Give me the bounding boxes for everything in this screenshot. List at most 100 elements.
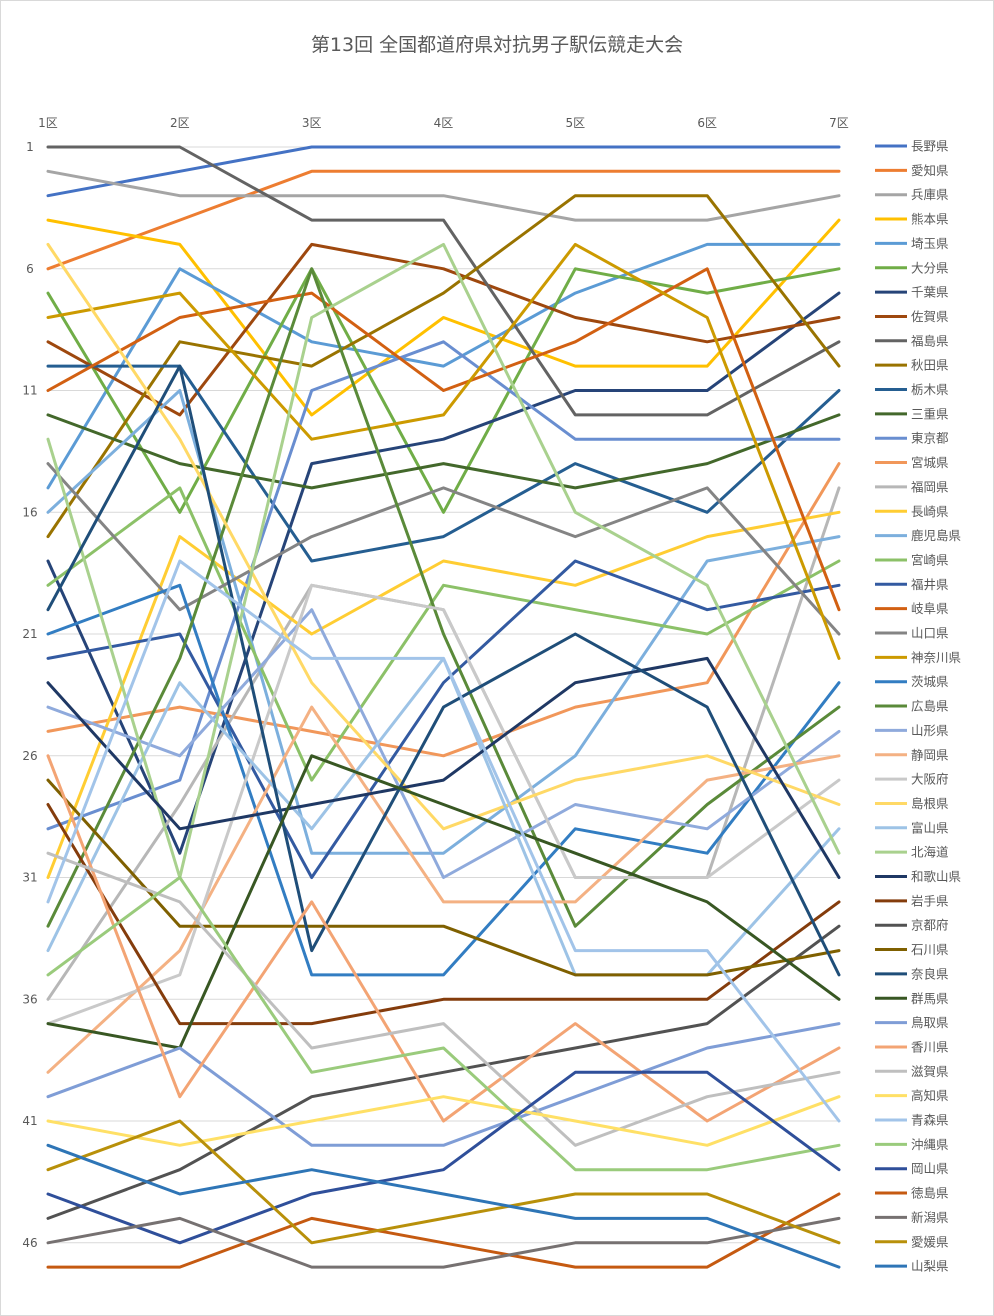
y-tick-label: 1 (26, 140, 34, 154)
series-line-38 (46, 754, 841, 1123)
chart-title: 第13回 全国都道府県対抗男子駅伝競走大会 (311, 34, 683, 56)
legend-item: 高知県 (875, 1088, 949, 1103)
legend-item: 神奈川県 (875, 650, 961, 665)
legend-item: 岡山県 (875, 1161, 949, 1176)
legend-label: 愛知県 (911, 163, 949, 178)
legend-label: 群馬県 (911, 991, 949, 1006)
legend-item: 奈良県 (875, 966, 949, 981)
series-line-8 (46, 242, 841, 417)
series-line-16 (46, 510, 841, 879)
series-line-34 (46, 778, 841, 977)
legend-label: 東京都 (911, 431, 949, 446)
y-tick-label: 31 (22, 871, 37, 885)
legend-item: 山梨県 (875, 1259, 949, 1274)
legend-item: 山口県 (875, 626, 949, 641)
legend-item: 長崎県 (875, 504, 949, 519)
legend-label: 秋田県 (911, 358, 949, 373)
series-lines (46, 145, 841, 1269)
series-line-35 (46, 364, 841, 977)
legend-item: 東京都 (875, 431, 949, 446)
legend-label: 山形県 (911, 723, 949, 738)
legend-label: 愛媛県 (911, 1234, 949, 1249)
x-tick-label: 6区 (697, 116, 717, 130)
legend-item: 石川県 (875, 942, 949, 957)
legend-item: 鹿児島県 (875, 528, 961, 543)
legend-label: 山口県 (911, 626, 949, 641)
series-line-4 (46, 218, 841, 417)
legend-label: 大阪府 (911, 772, 949, 787)
legend-item: 和歌山県 (875, 869, 961, 884)
legend-label: 奈良県 (911, 966, 949, 981)
legend-label: 青森県 (911, 1113, 949, 1128)
legend-item: 三重県 (875, 406, 949, 421)
legend-item: 富山県 (875, 820, 949, 835)
legend-item: 栃木県 (875, 382, 949, 397)
legend-label: 北海道 (911, 845, 949, 860)
legend-item: 熊本県 (875, 212, 949, 227)
series-line-41 (46, 559, 841, 1123)
series-line-19 (46, 559, 841, 879)
legend-item: 青森県 (875, 1113, 949, 1128)
series-line-6 (46, 267, 841, 514)
legend-item: 秋田県 (875, 358, 949, 373)
legend-item: 千葉県 (875, 285, 949, 300)
series-line-21 (46, 462, 841, 636)
x-tick-label: 5区 (566, 116, 586, 130)
legend-label: 埼玉県 (911, 236, 949, 251)
series-line-40 (46, 1095, 841, 1147)
x-tick-label: 1区 (38, 116, 58, 130)
legend-label: 静岡県 (911, 747, 949, 762)
legend-item: 香川県 (875, 1039, 949, 1054)
legend-item: 兵庫県 (875, 187, 949, 202)
legend-item: 島根県 (875, 796, 949, 811)
series-line-3 (46, 169, 841, 222)
legend-label: 宮城県 (911, 455, 949, 470)
y-tick-label: 41 (22, 1114, 37, 1128)
legend-item: 愛媛県 (875, 1234, 949, 1249)
legend-label: 福井県 (911, 577, 949, 592)
x-tick-label: 2区 (170, 116, 190, 130)
y-tick-label: 16 (22, 505, 37, 519)
series-line-14 (46, 462, 841, 758)
legend-label: 鳥取県 (911, 1015, 949, 1030)
x-tick-label: 4区 (434, 116, 454, 130)
legend-label: 神奈川県 (911, 650, 961, 665)
legend-item: 長野県 (875, 139, 949, 154)
legend-label: 山梨県 (911, 1259, 949, 1274)
legend-item: 茨城県 (875, 674, 949, 689)
y-tick-label: 11 (22, 384, 37, 398)
series-line-46 (46, 1119, 841, 1245)
legend-label: 佐賀県 (911, 309, 949, 324)
legend-label: 和歌山県 (911, 869, 961, 884)
legend-item: 福岡県 (875, 479, 949, 494)
legend-label: 三重県 (911, 406, 949, 421)
legend-label: 石川県 (911, 942, 949, 957)
series-line-39 (46, 851, 841, 1147)
series-line-9 (46, 145, 841, 417)
legend-label: 千葉県 (911, 285, 949, 300)
series-line-5 (46, 242, 841, 490)
legend-item: 岩手県 (875, 893, 949, 908)
legend-item: 群馬県 (875, 991, 949, 1006)
x-tick-label: 3区 (302, 116, 322, 130)
legend-item: 新潟県 (875, 1210, 949, 1225)
series-line-25 (46, 608, 841, 879)
legend-item: 福井県 (875, 577, 949, 592)
y-tick-label: 21 (22, 627, 37, 641)
y-tick-label: 36 (22, 992, 37, 1006)
legend-item: 大阪府 (875, 772, 949, 787)
series-line-12 (46, 413, 841, 490)
y-tick-label: 6 (26, 262, 34, 276)
legend-item: 愛知県 (875, 163, 949, 178)
series-line-33 (46, 924, 841, 1220)
legend-label: 長崎県 (911, 504, 949, 519)
legend-label: 広島県 (911, 699, 949, 714)
legend-item: 広島県 (875, 699, 949, 714)
legend-label: 鹿児島県 (911, 528, 961, 543)
series-line-10 (46, 194, 841, 539)
series-line-47 (46, 1143, 841, 1269)
series-line-37 (46, 1022, 841, 1147)
legend-label: 沖縄県 (911, 1137, 949, 1152)
legend-label: 栃木県 (911, 382, 949, 397)
series-line-26 (46, 705, 841, 1074)
